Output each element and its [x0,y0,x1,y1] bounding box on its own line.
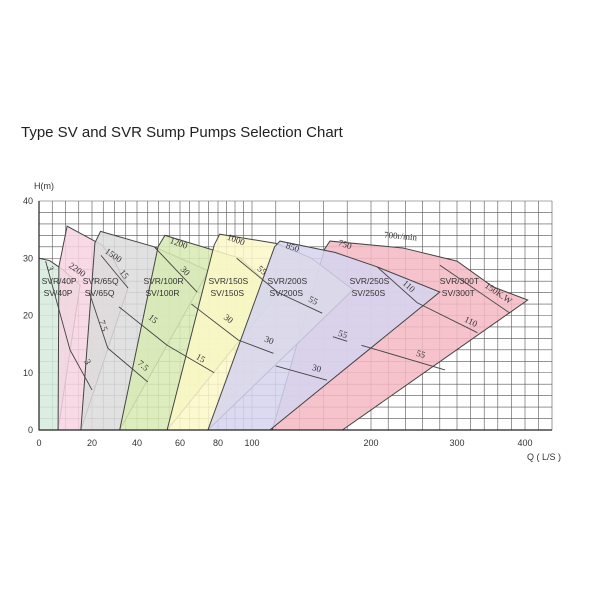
power-label: 3 [45,265,56,272]
model-label: SVR/250S [350,276,390,286]
power-label: 55 [415,348,427,360]
y-tick-label: 40 [23,196,33,206]
model-label: SV/100R [145,288,179,298]
y-axis-label: H(m) [34,181,54,191]
power-line [275,365,328,381]
model-label: SV/300T [442,288,475,298]
power-line [166,344,215,374]
model-label: SV/200S [269,288,303,298]
y-tick-label: 0 [28,425,33,435]
model-label: SV/150S [211,288,245,298]
axes: 0 20 40 60 80 100 200 300 400 0 10 20 30 40 [23,196,552,448]
x-tick-label: 400 [517,438,532,448]
power-line [45,260,71,350]
power-label: 7.5 [97,319,110,333]
y-tick-label: 10 [23,368,33,378]
x-tick-label: 20 [87,438,97,448]
y-tick-label: 30 [23,253,33,263]
power-line [107,347,149,383]
power-line [100,255,129,289]
power-line [69,349,93,391]
speed-label: 700r/min [384,230,418,243]
model-label: SVR/300T [440,276,479,286]
x-axis-label: Q ( L/S ) [527,452,561,462]
power-line [439,264,511,314]
power-line [376,266,418,304]
power-label: 30 [263,334,275,347]
speed-label: 850 [285,240,301,254]
model-label: SVR/200S [267,276,307,286]
power-label: 30 [311,362,323,374]
model-label: SV/65Q [85,288,115,298]
model-label: SVR/100R [143,276,183,286]
x-tick-label: 60 [175,438,185,448]
y-tick-label: 20 [23,311,33,321]
power-line [118,306,168,346]
power-line [153,246,198,293]
power-line [332,336,348,342]
model-label: SVR/150S [209,276,249,286]
x-tick-label: 300 [449,438,464,448]
model-label: SVR/40P [42,276,77,286]
power-line [191,303,239,341]
power-line [88,292,109,349]
chart-title: Type SV and SVR Sump Pumps Selection Cha… [21,124,343,141]
speed-label: 750 [337,237,353,251]
power-lines [45,246,511,391]
model-label: SV/40P [44,288,73,298]
x-tick-label: 100 [244,438,259,448]
model-label: SVR/65Q [83,276,119,286]
x-tick-label: 80 [213,438,223,448]
power-line [277,292,323,314]
power-line [238,339,274,354]
x-tick-label: 0 [36,438,41,448]
power-line [361,344,446,371]
power-line [417,302,478,334]
power-label: 55 [337,328,349,340]
x-tick-label: 200 [363,438,378,448]
x-tick-label: 40 [132,438,142,448]
power-label: 3 [82,357,93,366]
power-line [236,257,279,293]
model-label: SV/250S [352,288,386,298]
